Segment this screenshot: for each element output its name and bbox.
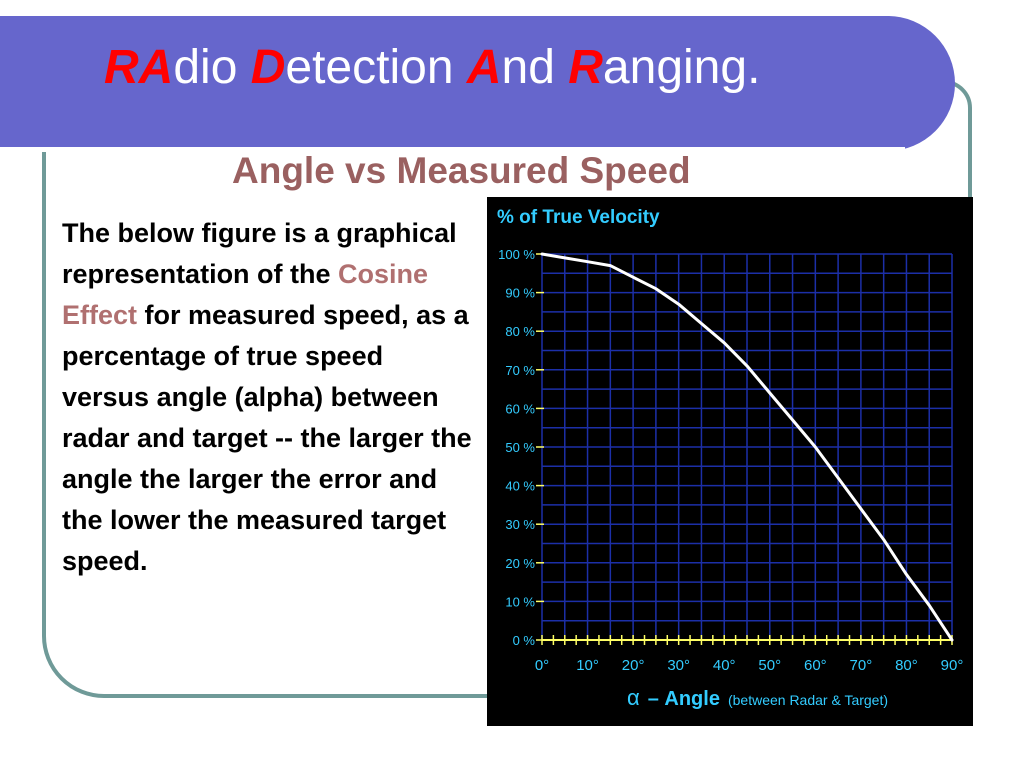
title-part-5: nd [501, 41, 569, 94]
body-paragraph: The below figure is a graphical represen… [62, 213, 472, 582]
x-axis-label-note: (between Radar & Target) [728, 692, 888, 708]
x-tick-label: 60° [804, 657, 827, 674]
title-part-0: RA [104, 41, 174, 94]
title-part-6: R [568, 41, 603, 94]
title-part-4: A [466, 41, 502, 94]
slide-title: RAdio Detection And Ranging. [104, 44, 760, 92]
y-tick-label: 30 % [505, 517, 535, 532]
body-text-end: for measured speed, as a percentage of t… [62, 300, 472, 576]
y-tick-label: 100 % [498, 247, 535, 262]
x-tick-label: 30° [667, 657, 690, 674]
x-tick-label: 80° [895, 657, 918, 674]
y-tick-label: 40 % [505, 479, 535, 494]
x-tick-label: 40° [713, 657, 736, 674]
x-tick-label: 20° [622, 657, 645, 674]
y-tick-label: 50 % [505, 440, 535, 455]
y-tick-label: 60 % [505, 401, 535, 416]
body-text-start: The below figure is a graphical represen… [62, 218, 457, 289]
chart-title: % of True Velocity [497, 207, 660, 228]
y-tick-label: 20 % [505, 556, 535, 571]
slide-subtitle: Angle vs Measured Speed [232, 150, 691, 191]
cosine-effect-emphasis: Cosine Effect [62, 259, 429, 330]
title-part-2: D [250, 41, 286, 94]
title-part-7: anging. [602, 41, 761, 94]
y-tick-label: 80 % [505, 324, 535, 339]
x-tick-label: 90° [941, 657, 964, 674]
x-axis-label-main: – Angle [648, 688, 720, 710]
chart-svg: % of True Velocity 0 % 10 % 20 % 30 % 40 % 50 … [497, 207, 964, 710]
title-part-3: etection [285, 41, 467, 94]
x-tick-label: 0° [535, 657, 549, 674]
y-tick-label: 70 % [505, 363, 535, 378]
title-underline [0, 147, 905, 152]
x-tick-label: 10° [576, 657, 599, 674]
y-tick-label: 90 % [505, 286, 535, 301]
x-axis-label: α – Angle (between Radar & Target) [627, 685, 888, 710]
x-tick-label: 50° [758, 657, 781, 674]
title-banner: RAdio Detection And Ranging. [0, 16, 955, 152]
x-axis-label-symbol: α [627, 685, 640, 710]
title-part-1: dio [173, 41, 251, 94]
x-tick-label: 70° [850, 657, 873, 674]
y-tick-label: 0 % [513, 633, 536, 648]
cosine-effect-chart: % of True Velocity 0 % 10 % 20 % 30 % 40 % 50 … [487, 197, 973, 726]
y-tick-label: 10 % [505, 594, 535, 609]
series-line-cosine-effect [540, 252, 954, 642]
